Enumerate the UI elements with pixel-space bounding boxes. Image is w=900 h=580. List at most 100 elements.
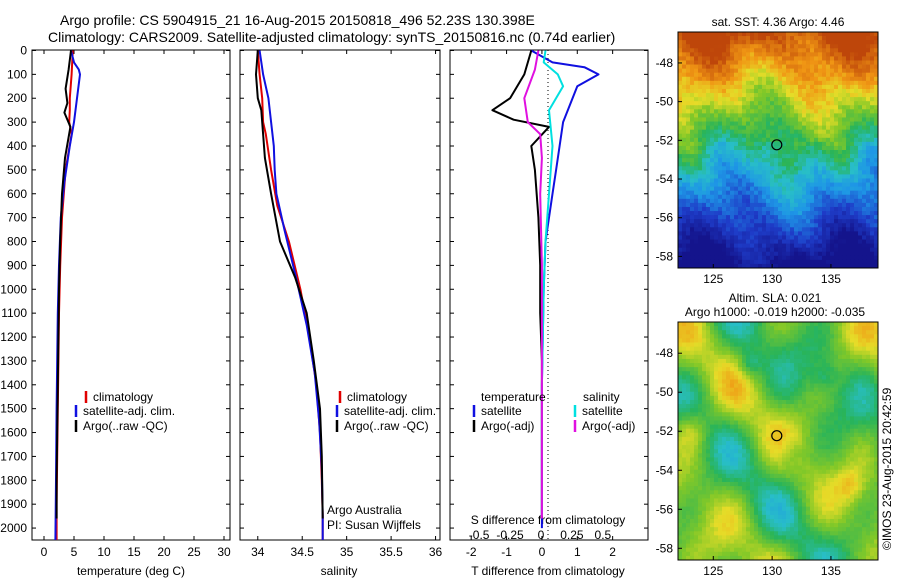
heatmap-cell [842, 97, 847, 102]
heatmap-cell [802, 190, 807, 196]
heatmap-cell [802, 219, 807, 224]
heatmap-cell [874, 162, 879, 167]
heatmap-cell [858, 121, 863, 126]
heatmap-cell [758, 68, 763, 74]
heatmap-cell [702, 117, 707, 122]
heatmap-cell [794, 371, 799, 376]
heatmap-cell [718, 190, 723, 196]
heatmap-cell [714, 449, 719, 454]
heatmap-cell [682, 101, 687, 106]
heatmap-cell [814, 56, 819, 61]
heatmap-cell [826, 186, 831, 192]
heatmap-cell [794, 227, 799, 232]
heatmap-cell [738, 322, 743, 327]
heatmap-cell [726, 137, 731, 143]
heatmap-cell [774, 247, 779, 253]
heatmap-cell [702, 239, 707, 244]
heatmap-cell [842, 416, 847, 421]
heatmap-cell [834, 101, 839, 106]
heatmap-cell [862, 56, 867, 61]
heatmap-cell [758, 247, 763, 253]
heatmap-cell [758, 424, 763, 430]
heatmap-cell [714, 76, 719, 82]
heatmap-cell [690, 239, 695, 244]
heatmap-cell [754, 358, 759, 364]
heatmap-cell [826, 428, 831, 434]
heatmap-cell [686, 251, 691, 257]
heatmap-cell [838, 432, 843, 438]
heatmap-cell [862, 432, 867, 438]
heatmap-cell [678, 251, 683, 257]
heatmap-cell [782, 190, 787, 196]
heatmap-cell [862, 186, 867, 192]
heatmap-cell [874, 350, 879, 356]
heatmap-cell [758, 44, 763, 49]
heatmap-cell [774, 141, 779, 147]
heatmap-cell [706, 162, 711, 167]
heatmap-cell [794, 395, 799, 401]
heatmap-cell [738, 166, 743, 171]
heatmap-cell [810, 166, 815, 171]
heatmap-cell [686, 137, 691, 143]
heatmap-cell [806, 358, 811, 364]
heatmap-cell [734, 206, 739, 212]
heatmap-cell [862, 48, 867, 53]
heatmap-cell [802, 363, 807, 368]
heatmap-cell [734, 436, 739, 442]
heatmap-cell [710, 255, 715, 261]
heatmap-cell [834, 387, 839, 393]
heatmap-cell [710, 330, 715, 335]
heatmap-cell [746, 383, 751, 389]
heatmap-cell [730, 84, 735, 90]
heatmap-cell [690, 174, 695, 179]
heatmap-cell [782, 84, 787, 90]
heatmap-cell [850, 363, 855, 368]
heatmap-cell [810, 162, 815, 167]
heatmap-cell [682, 154, 687, 159]
heatmap-cell [802, 36, 807, 41]
heatmap-cell [798, 141, 803, 147]
heatmap-cell [746, 215, 751, 220]
heatmap-cell [802, 420, 807, 425]
heatmap-cell [694, 202, 699, 208]
heatmap-cell [714, 129, 719, 135]
heatmap-cell [746, 121, 751, 126]
heatmap-cell [746, 322, 751, 327]
heatmap-cell [750, 445, 755, 450]
heatmap-cell [822, 358, 827, 364]
heatmap-cell [766, 358, 771, 364]
heatmap-cell [726, 194, 731, 200]
heatmap-cell [706, 60, 711, 65]
heatmap-cell [690, 101, 695, 106]
heatmap-cell [870, 113, 875, 118]
heatmap-cell [738, 408, 743, 413]
heatmap-cell [738, 445, 743, 450]
heatmap-cell [858, 219, 863, 224]
heatmap-cell [834, 461, 839, 467]
heatmap-cell [782, 334, 787, 339]
heatmap-cell [842, 174, 847, 179]
heatmap-cell [806, 420, 811, 425]
heatmap-cell [778, 117, 783, 122]
heatmap-cell [714, 263, 719, 269]
heatmap-cell [770, 461, 775, 467]
heatmap-cell [846, 375, 851, 380]
heatmap-cell [718, 322, 723, 327]
heatmap-cell [842, 154, 847, 159]
heatmap-cell [790, 235, 795, 240]
heatmap-cell [814, 44, 819, 49]
heatmap-cell [734, 97, 739, 102]
heatmap-cell [838, 84, 843, 90]
heatmap-cell [718, 32, 723, 37]
heatmap-cell [822, 88, 827, 94]
heatmap-cell [826, 211, 831, 216]
heatmap-cell [726, 84, 731, 90]
heatmap-cell [686, 198, 691, 204]
heatmap-cell [690, 198, 695, 204]
heatmap-cell [854, 326, 859, 331]
heatmap-cell [698, 182, 703, 188]
heatmap-cell [714, 457, 719, 462]
heatmap-cell [826, 219, 831, 224]
heatmap-cell [722, 231, 727, 236]
heatmap-cell [854, 109, 859, 114]
